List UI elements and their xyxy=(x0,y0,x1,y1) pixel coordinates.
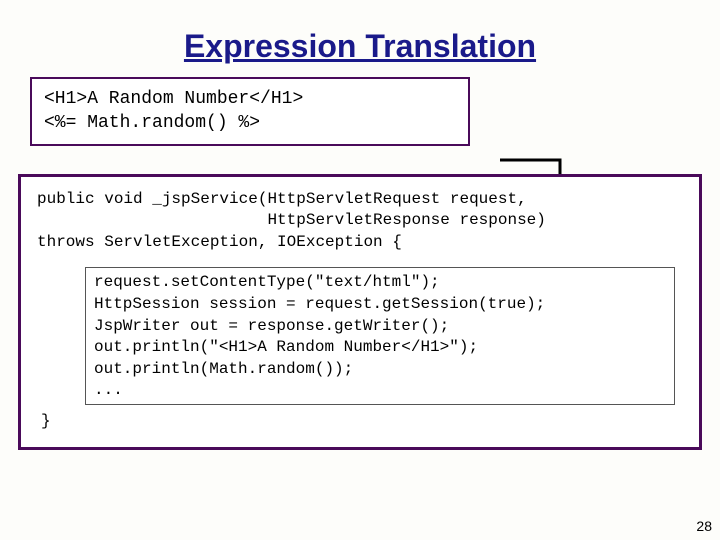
body-line-3: JspWriter out = response.getWriter(); xyxy=(94,316,666,338)
method-sig-1: public void _jspService(HttpServletReque… xyxy=(37,189,685,211)
body-line-2: HttpSession session = request.getSession… xyxy=(94,294,666,316)
body-line-4: out.println("<H1>A Random Number</H1>"); xyxy=(94,337,666,359)
page-number: 28 xyxy=(696,518,712,534)
body-line-1: request.setContentType("text/html"); xyxy=(94,272,666,294)
jsp-line-1: <H1>A Random Number</H1> xyxy=(44,87,456,111)
jsp-source-box: <H1>A Random Number</H1> <%= Math.random… xyxy=(30,77,470,146)
jsp-line-2: <%= Math.random() %> xyxy=(44,111,456,135)
body-line-6: ... xyxy=(94,380,666,402)
method-body-box: request.setContentType("text/html"); Htt… xyxy=(85,267,675,405)
close-brace: } xyxy=(41,411,685,433)
method-sig-3: throws ServletException, IOException { xyxy=(37,232,685,254)
body-line-5: out.println(Math.random()); xyxy=(94,359,666,381)
method-sig-2: HttpServletResponse response) xyxy=(37,210,685,232)
slide-title: Expression Translation xyxy=(0,0,720,77)
translated-code-box: public void _jspService(HttpServletReque… xyxy=(18,174,702,450)
